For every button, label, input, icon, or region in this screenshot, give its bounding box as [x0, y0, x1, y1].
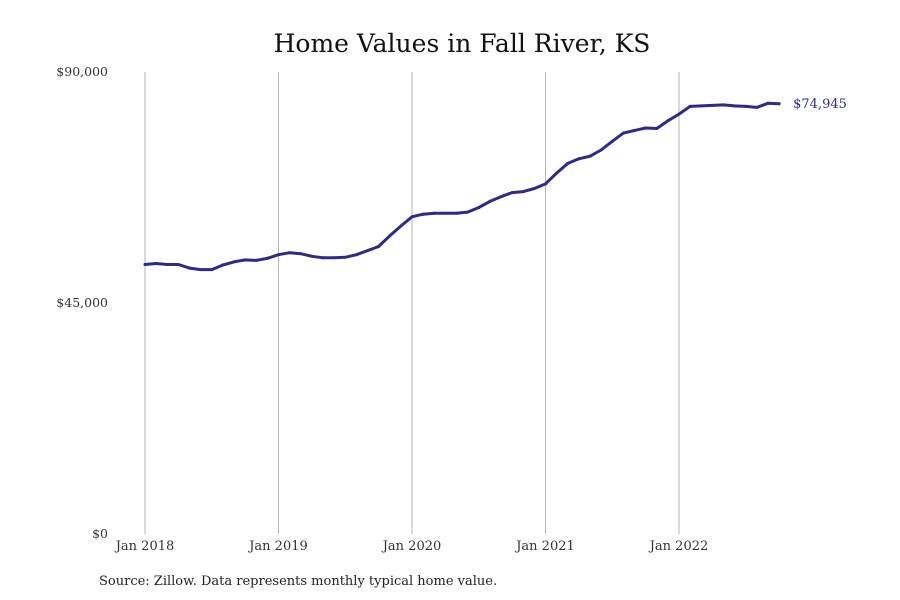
- data-point: [188, 266, 191, 270]
- x-tick-label: Jan 2022: [648, 539, 709, 554]
- data-point: [532, 187, 536, 190]
- data-point: [744, 104, 748, 108]
- data-point: [221, 263, 225, 267]
- data-point: [733, 104, 737, 108]
- data-point: [644, 126, 648, 130]
- data-point: [410, 215, 414, 219]
- data-point: [766, 101, 770, 105]
- data-point: [254, 258, 258, 262]
- data-point: [243, 258, 247, 262]
- data-point: [388, 234, 392, 238]
- data-point: [343, 255, 347, 259]
- data-point: [610, 139, 614, 143]
- data-point: [354, 253, 358, 257]
- data-point: [599, 148, 603, 152]
- data-point: [666, 119, 670, 123]
- y-tick-label: $45,000: [56, 295, 108, 310]
- gridlines: [144, 72, 680, 534]
- data-point: [566, 161, 570, 165]
- data-point: [399, 224, 403, 228]
- data-point: [655, 127, 659, 130]
- x-tick-label: Jan 2019: [247, 539, 308, 554]
- data-point: [488, 199, 492, 203]
- data-point: [277, 253, 280, 257]
- data-point: [699, 104, 703, 108]
- data-point: [232, 260, 236, 264]
- data-point: [154, 262, 158, 265]
- data-point: [299, 252, 303, 256]
- data-point: [310, 254, 314, 258]
- x-tick-label: Jan 2020: [381, 539, 442, 554]
- data-point: [332, 256, 336, 260]
- data-point: [710, 103, 714, 107]
- y-tick-label: $0: [92, 526, 108, 541]
- chart-title: Home Values in Fall River, KS: [274, 29, 651, 58]
- data-point: [421, 212, 425, 216]
- data-point: [321, 256, 325, 260]
- end-value-label: $74,945: [793, 97, 847, 112]
- x-tick-label: Jan 2021: [514, 539, 575, 554]
- data-point: [722, 103, 725, 107]
- data-point: [176, 263, 180, 266]
- data-point: [199, 268, 203, 272]
- data-point: [777, 102, 781, 106]
- data-point: [210, 268, 214, 272]
- data-point: [577, 157, 581, 161]
- data-point: [477, 206, 481, 209]
- data-point: [143, 263, 147, 266]
- data-point: [265, 256, 269, 260]
- series-points: [143, 101, 781, 272]
- data-point: [443, 211, 447, 215]
- data-point: [621, 131, 625, 135]
- data-point: [521, 190, 525, 194]
- data-point: [377, 245, 381, 248]
- y-tick-label: $90,000: [56, 64, 108, 79]
- data-point: [499, 195, 503, 199]
- data-point: [544, 182, 547, 186]
- data-point: [688, 104, 692, 108]
- source-note: Source: Zillow. Data represents monthly …: [99, 574, 497, 589]
- data-point: [555, 171, 559, 175]
- data-point: [288, 251, 292, 255]
- data-point: [677, 112, 681, 116]
- data-point: [510, 191, 514, 195]
- data-point: [432, 211, 436, 215]
- x-tick-label: Jan 2018: [114, 539, 175, 554]
- data-point: [755, 105, 759, 109]
- data-point: [466, 210, 470, 214]
- data-point: [633, 129, 636, 132]
- data-point: [588, 154, 592, 158]
- y-axis-ticks: $0 $45,000 $90,000: [56, 64, 108, 541]
- x-axis-ticks: Jan 2018 Jan 2019 Jan 2020 Jan 2021 Jan 2022: [114, 539, 709, 554]
- data-point: [165, 263, 169, 266]
- series-line-home-value: [143, 101, 781, 272]
- data-point: [455, 211, 458, 215]
- data-point: [366, 249, 369, 253]
